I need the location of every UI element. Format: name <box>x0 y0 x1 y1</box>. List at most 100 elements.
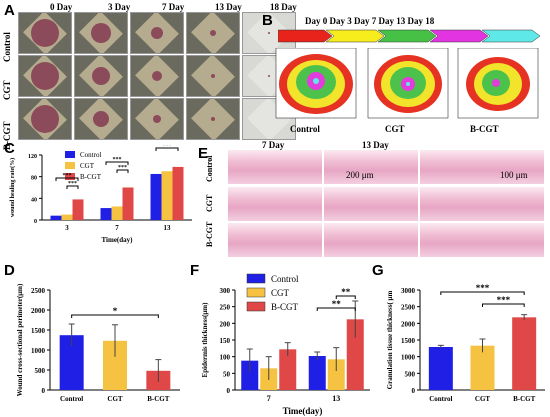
x-tick-label: Control <box>429 395 452 403</box>
wound-area <box>153 115 161 123</box>
significance-bracket <box>66 185 79 189</box>
trace-plot-b-cgt <box>457 48 539 119</box>
histology-image <box>324 223 418 257</box>
row-label: B-CGT <box>205 221 214 247</box>
y-tick-label: 100 <box>220 354 231 362</box>
bar <box>470 345 495 390</box>
y-tick-label: 1500 <box>401 337 416 345</box>
group-label: Control <box>290 124 320 134</box>
panel-c-label: C <box>4 140 15 157</box>
histology-image <box>324 187 418 221</box>
significance-label: *** <box>113 157 122 163</box>
y-tick-label: 40 <box>31 197 37 203</box>
x-tick-label: B-CGT <box>513 395 536 403</box>
scale-bar-label: 100 μm <box>500 170 528 180</box>
y-tick-label: 500 <box>405 370 416 378</box>
y-tick-label: 500 <box>35 367 46 375</box>
legend-label: CGT <box>80 162 95 170</box>
bar <box>428 347 453 390</box>
significance-label: *** <box>63 173 72 179</box>
bar <box>172 166 184 220</box>
wound-photo <box>74 12 128 54</box>
histology-image <box>228 223 322 257</box>
legend-swatch <box>246 301 266 312</box>
panel-g-label: G <box>372 262 384 279</box>
y-axis-label: wound healing rate(%) <box>9 158 16 217</box>
x-tick-label: 13 <box>332 394 340 403</box>
legend-swatch <box>65 173 75 180</box>
histology-image <box>420 223 544 257</box>
x-tick-label: CGT <box>475 395 491 403</box>
histology-image <box>420 187 544 221</box>
bar <box>346 319 364 390</box>
bar <box>100 208 112 220</box>
significance-bracket <box>105 161 129 165</box>
wound-photo <box>18 98 72 140</box>
chart-f: 0 50 100 150 200 250 300 Epidermis thickness(μm… <box>201 273 370 416</box>
significance-label: *** <box>118 165 127 171</box>
row-label: Control <box>205 155 214 182</box>
significance-bracket <box>155 147 179 151</box>
bar <box>241 360 259 390</box>
y-tick-label: 2000 <box>31 307 46 315</box>
bar <box>327 359 345 390</box>
significance-label: ** <box>332 299 342 309</box>
bar <box>122 187 134 220</box>
x-tick-label: CGT <box>107 395 123 403</box>
y-tick-label: 0 <box>34 219 37 225</box>
day-label: 0 Day <box>50 2 73 12</box>
y-tick-label: 300 <box>220 287 231 295</box>
bar <box>150 173 162 220</box>
panel-a-label: A <box>4 2 15 19</box>
timeline-arrow <box>429 29 489 43</box>
histology-image <box>420 150 544 184</box>
significance-label: ** <box>341 287 351 297</box>
x-tick-label: 3 <box>65 224 69 232</box>
significance-bracket <box>482 303 525 307</box>
wound-photo <box>186 12 240 54</box>
timeline-label: Day 0 Day 3 Day 7 Day 13 Day 18 <box>305 16 435 26</box>
legend-label: Control <box>271 274 299 284</box>
bar <box>161 171 173 220</box>
x-tick-label: 7 <box>115 224 119 232</box>
significance-label: *** <box>497 295 511 305</box>
x-axis-label: Time(day) <box>283 406 323 416</box>
bar <box>308 356 326 390</box>
histology-col-label: 7 Day <box>262 140 285 150</box>
y-tick-label: 0 <box>227 387 231 395</box>
panel-f-label: F <box>190 262 200 279</box>
wound-photo <box>74 55 128 97</box>
wound-area <box>268 75 270 77</box>
y-tick-label: 1000 <box>401 354 416 362</box>
histology-image <box>228 187 322 221</box>
significance-bracket <box>316 307 356 311</box>
bar <box>61 214 73 220</box>
bar <box>279 349 297 390</box>
y-axis-label: Granulation tissue thickness( μm <box>386 291 394 390</box>
significance-bracket <box>335 295 356 299</box>
legend-swatch <box>65 162 75 169</box>
timeline-arrow <box>481 29 540 43</box>
x-tick-label: 7 <box>267 394 271 403</box>
x-axis-label: Time(day) <box>102 236 134 244</box>
bar <box>50 215 62 220</box>
wound-photo <box>130 12 184 54</box>
trace-plot-control <box>275 48 357 119</box>
row-label: CGT <box>205 194 214 212</box>
significance-bracket <box>55 177 79 181</box>
y-tick-label: 0 <box>42 387 46 395</box>
histology-col-label: 13 Day <box>362 140 389 150</box>
wound-area <box>268 32 270 34</box>
timeline-arrow <box>278 29 333 43</box>
panel-d-label: D <box>4 262 15 279</box>
significance-label: * <box>113 306 118 316</box>
wound-area <box>210 30 216 36</box>
histology-image <box>228 150 322 184</box>
y-axis-label: Wound cross-sectional perimeter(μm) <box>16 283 24 396</box>
wound-area <box>211 117 215 121</box>
y-axis-label: Epidermis thickness(μm) <box>201 302 209 378</box>
bar <box>111 206 123 220</box>
significance-label: *** <box>68 181 77 187</box>
wound-area <box>31 62 59 90</box>
day-label: 7 Day <box>162 2 185 12</box>
